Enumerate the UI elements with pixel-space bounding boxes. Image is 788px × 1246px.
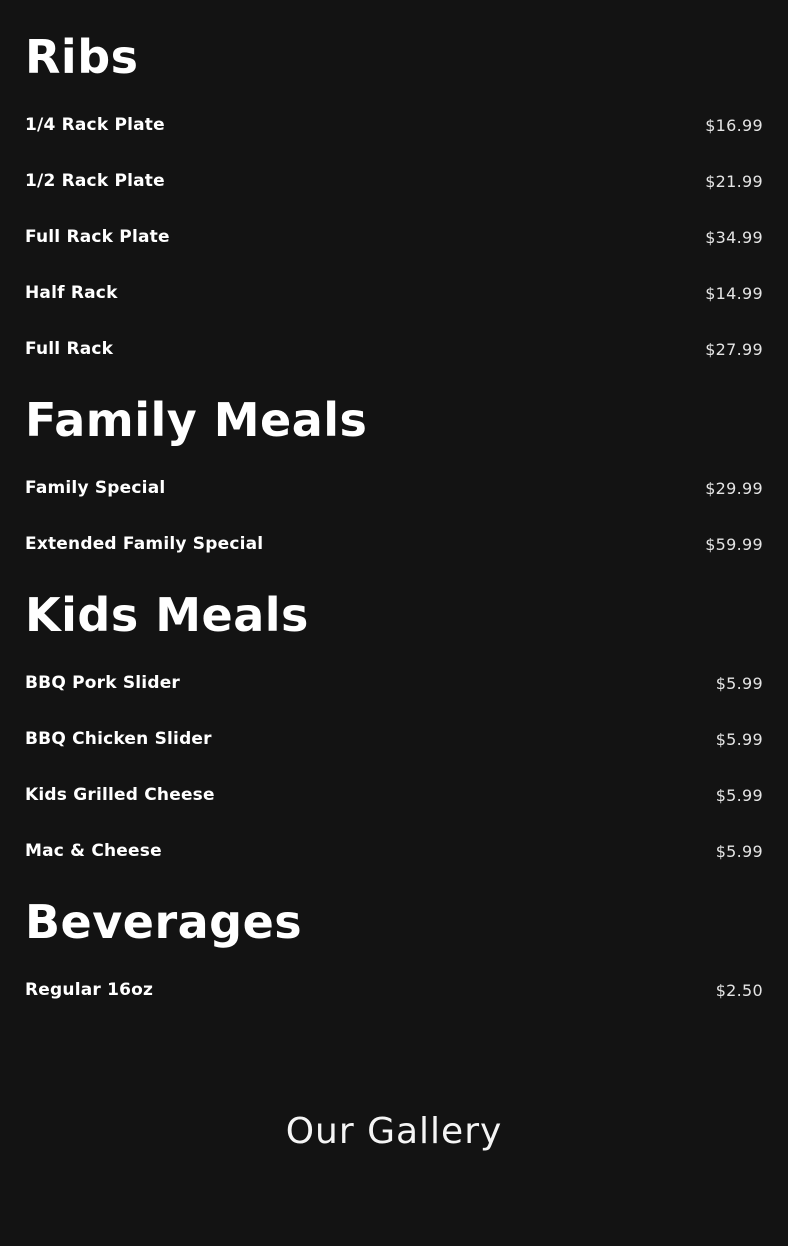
section-items: 1/4 Rack Plate $16.99 1/2 Rack Plate $21…	[25, 97, 763, 377]
menu-item-row: Full Rack Plate $34.99	[25, 209, 763, 265]
item-price: $27.99	[705, 339, 763, 359]
menu-item-row: Regular 16oz $2.50	[25, 962, 763, 1018]
item-price: $5.99	[715, 673, 763, 693]
item-price: $29.99	[705, 478, 763, 498]
menu-item-row: 1/4 Rack Plate $16.99	[25, 97, 763, 153]
section-items: BBQ Pork Slider $5.99 BBQ Chicken Slider…	[25, 655, 763, 879]
menu-item-row: 1/2 Rack Plate $21.99	[25, 153, 763, 209]
menu: Ribs 1/4 Rack Plate $16.99 1/2 Rack Plat…	[25, 22, 763, 1018]
menu-item-row: Family Special $29.99	[25, 460, 763, 516]
menu-item-row: BBQ Pork Slider $5.99	[25, 655, 763, 711]
item-price: $59.99	[705, 534, 763, 554]
section-items: Family Special $29.99 Extended Family Sp…	[25, 460, 763, 572]
section-title: Ribs	[25, 30, 139, 84]
item-price: $5.99	[715, 729, 763, 749]
item-name: Extended Family Special	[25, 534, 264, 554]
section-title: Kids Meals	[25, 588, 309, 642]
menu-item-row: Kids Grilled Cheese $5.99	[25, 767, 763, 823]
item-name: Full Rack	[25, 339, 114, 359]
item-name: BBQ Pork Slider	[25, 673, 181, 693]
menu-item-row: Extended Family Special $59.99	[25, 516, 763, 572]
item-price: $34.99	[705, 227, 763, 247]
item-name: Family Special	[25, 478, 166, 498]
item-price: $5.99	[715, 841, 763, 861]
menu-section: Kids Meals BBQ Pork Slider $5.99 BBQ Chi…	[25, 580, 763, 879]
menu-item-row: Mac & Cheese $5.99	[25, 823, 763, 879]
section-items: Regular 16oz $2.50	[25, 962, 763, 1018]
item-name: 1/2 Rack Plate	[25, 171, 165, 191]
menu-section: Family Meals Family Special $29.99 Exten…	[25, 385, 763, 572]
menu-item-row: Full Rack $27.99	[25, 321, 763, 377]
item-name: Regular 16oz	[25, 980, 154, 1000]
gallery-section-title: Our Gallery	[285, 1111, 503, 1152]
menu-section: Ribs 1/4 Rack Plate $16.99 1/2 Rack Plat…	[25, 22, 763, 377]
item-name: Kids Grilled Cheese	[25, 785, 215, 805]
item-name: 1/4 Rack Plate	[25, 115, 165, 135]
item-price: $16.99	[705, 115, 763, 135]
item-price: $5.99	[715, 785, 763, 805]
menu-item-row: Half Rack $14.99	[25, 265, 763, 321]
menu-item-row: BBQ Chicken Slider $5.99	[25, 711, 763, 767]
section-title: Family Meals	[25, 393, 368, 447]
item-name: Full Rack Plate	[25, 227, 170, 247]
item-price: $14.99	[705, 283, 763, 303]
item-name: Mac & Cheese	[25, 841, 162, 861]
item-name: Half Rack	[25, 283, 118, 303]
menu-section: Beverages Regular 16oz $2.50	[25, 887, 763, 1018]
item-price: $2.50	[715, 980, 763, 1000]
section-title: Beverages	[25, 895, 303, 949]
item-price: $21.99	[705, 171, 763, 191]
item-name: BBQ Chicken Slider	[25, 729, 212, 749]
